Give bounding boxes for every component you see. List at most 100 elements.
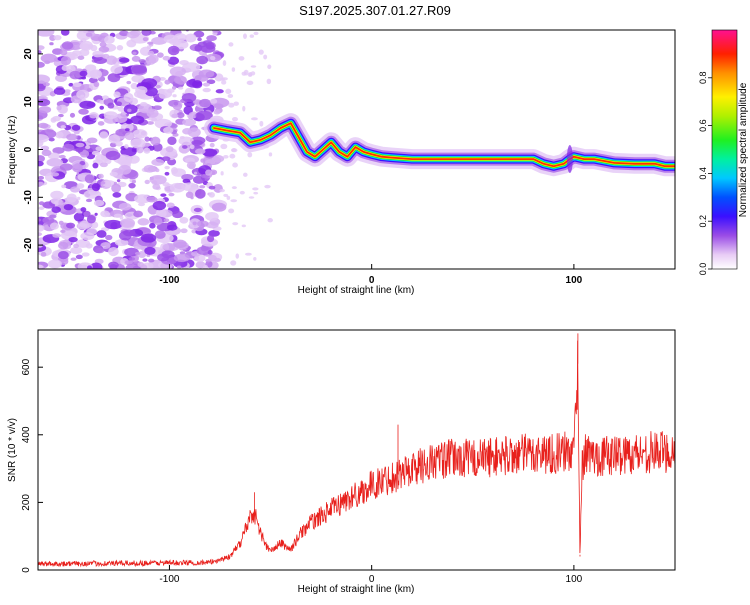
noise-blob: [85, 32, 93, 37]
snr-y-tick-label: 600: [21, 358, 32, 375]
noise-blob: [127, 108, 132, 113]
noise-blob: [38, 181, 44, 186]
snr-panel: -100 0 100 0 200 400 600 Height of straight l…: [7, 329, 676, 595]
noise-blob: [38, 201, 45, 206]
noise-blob: [58, 154, 66, 159]
noise-blob: [57, 241, 69, 250]
noise-blob: [202, 87, 211, 93]
snr-y-axis-label: SNR (10 * v/v): [7, 418, 18, 482]
noise-blob: [209, 142, 215, 148]
noise-blob: [131, 179, 137, 184]
snr-y-tick-label: 200: [21, 494, 32, 511]
noise-blob: [152, 183, 161, 190]
noise-blob: [196, 55, 209, 65]
noise-blob: [221, 80, 227, 85]
noise-blob: [75, 239, 91, 248]
noise-blob: [251, 117, 258, 121]
noise-blob: [241, 224, 246, 228]
noise-blob: [193, 171, 198, 175]
colorbar-label: Normalized spectral amplitude: [738, 82, 749, 217]
noise-blob: [219, 188, 225, 193]
noise-blob: [176, 265, 182, 269]
colorbar-tick-label: 0.8: [698, 72, 708, 85]
noise-blob: [60, 49, 68, 56]
noise-blob: [38, 61, 45, 68]
noise-blob: [133, 210, 144, 218]
noise-blob: [242, 105, 246, 112]
noise-blob: [73, 212, 85, 222]
noise-blob: [211, 202, 227, 212]
noise-blob: [124, 132, 135, 141]
noise-blob: [66, 222, 76, 229]
noise-blob: [141, 30, 152, 36]
snr-y-ticks: 0 200 400 600: [21, 358, 43, 573]
noise-blob: [99, 162, 108, 168]
noise-blob: [247, 152, 253, 158]
noise-blob: [200, 158, 206, 163]
noise-blob: [181, 174, 194, 181]
noise-blob: [38, 264, 44, 269]
noise-blob: [197, 220, 209, 228]
noise-blob: [180, 228, 188, 234]
noise-blob: [225, 88, 232, 94]
noise-blob: [114, 239, 129, 247]
noise-blob: [60, 125, 67, 129]
noise-blob: [191, 139, 203, 146]
noise-blob: [124, 144, 129, 149]
noise-blob: [108, 261, 119, 269]
noise-blob: [115, 101, 123, 107]
noise-blob: [38, 206, 45, 210]
noise-blob: [188, 111, 198, 119]
noise-blob: [205, 221, 219, 229]
noise-blob: [253, 31, 259, 36]
noise-blob: [189, 144, 195, 150]
noise-blob: [164, 165, 170, 170]
noise-blob: [49, 222, 59, 230]
snr-frame: [37, 329, 676, 571]
noise-blob: [228, 208, 235, 214]
noise-blob: [231, 67, 236, 72]
noise-blob: [192, 80, 203, 89]
noise-blob: [72, 163, 83, 173]
noise-blob: [113, 91, 121, 98]
spectrogram-y-ticks: -20 -10 0 10 20: [23, 48, 43, 252]
noise-blob: [164, 79, 171, 85]
noise-blob: [130, 115, 145, 125]
noise-blob: [100, 210, 110, 218]
colorbar-tick-label: 0.6: [698, 119, 708, 132]
noise-blob: [70, 246, 83, 255]
noise-blob: [42, 201, 56, 209]
noise-blob: [79, 100, 96, 109]
noise-blob: [52, 147, 65, 154]
noise-blob: [108, 246, 119, 257]
noise-blob: [211, 155, 225, 163]
page-title: S197.2025.307.01.27.R09: [299, 3, 451, 18]
noise-blob: [243, 172, 248, 177]
noise-blob: [70, 257, 77, 261]
noise-blob: [109, 171, 118, 177]
noise-blob: [169, 182, 186, 193]
noise-blob: [220, 143, 228, 150]
noise-blob: [71, 124, 81, 131]
noise-blob: [220, 171, 224, 176]
noise-blob: [52, 115, 61, 122]
noise-blob: [51, 206, 61, 213]
noise-blob: [172, 94, 177, 98]
noise-blob: [96, 230, 107, 238]
noise-blob: [199, 98, 212, 108]
noise-blob: [132, 129, 148, 139]
spectrogram-x-tick-label: 100: [566, 275, 583, 286]
noise-blob: [38, 98, 51, 107]
noise-blob: [124, 247, 139, 257]
noise-blob: [79, 150, 90, 158]
noise-blob: [58, 113, 64, 118]
noise-blob: [111, 183, 121, 193]
noise-blob: [135, 86, 148, 95]
noise-blob: [113, 213, 122, 218]
noise-blob: [258, 49, 264, 55]
noise-blob: [195, 188, 206, 199]
noise-blob: [182, 118, 197, 127]
noise-blob: [181, 92, 197, 103]
